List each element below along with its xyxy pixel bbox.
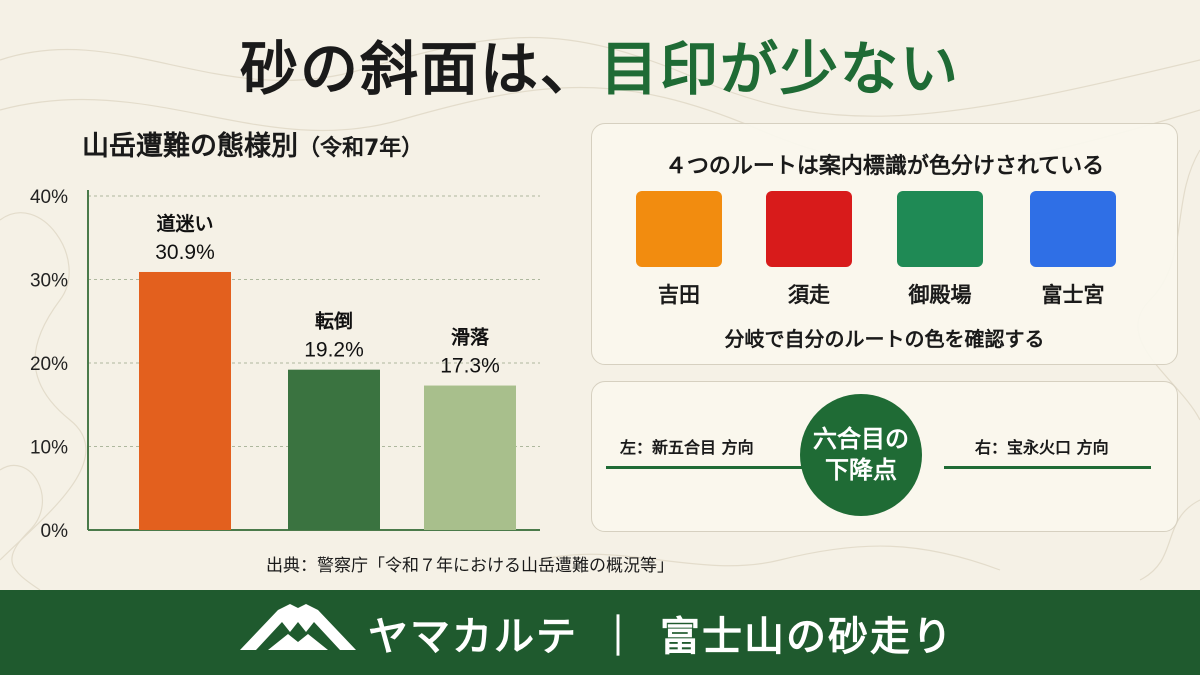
junction-panel: 左：新五合目 方向 六合目の 下降点 右：宝永火口 方向 — [591, 381, 1178, 532]
route-gotemba: 御殿場 — [897, 191, 983, 309]
bar-category-label: 道迷い — [156, 212, 213, 235]
route-yoshida-label: 吉田 — [658, 283, 700, 307]
chart-title-main: 山岳遭難の態様別 — [82, 131, 298, 162]
bar — [139, 271, 231, 530]
right-direction-line — [944, 466, 1151, 469]
brand-name: ヤマカルテ — [368, 614, 578, 660]
route-yoshida-swatch — [636, 191, 722, 267]
route-subashiri: 須走 — [766, 191, 852, 309]
descent-point-marker: 六合目の 下降点 — [800, 394, 922, 516]
y-tick-label: 10% — [30, 438, 68, 459]
routes-panel-title: ４つのルートは案内標識が色分けされている — [664, 154, 1105, 179]
left-direction-label: 左：新五合目 方向 — [620, 438, 754, 457]
bar-category-label: 滑落 — [451, 326, 490, 349]
chart-title: 山岳遭難の態様別（令和7年） — [82, 124, 423, 163]
route-fujinomiya-swatch — [1030, 191, 1116, 267]
bar-chart: 0% 10% 20% 30% 40% 道迷い 30.9% 転倒 19.2% 滑落 17.3% — [30, 187, 540, 540]
route-gotemba-swatch — [897, 191, 983, 267]
footer-subtitle: 富士山の砂走り — [660, 614, 954, 660]
y-tick-label: 40% — [30, 187, 68, 208]
chart-subtitle: （令和7年） — [298, 136, 424, 161]
routes-panel-note: 分岐で自分のルートの色を確認する — [724, 327, 1045, 351]
bar-value-label: 17.3% — [440, 355, 500, 378]
footer-bar: ヤマカルテ ｜ 富士山の砂走り — [0, 590, 1200, 675]
routes-panel: ４つのルートは案内標識が色分けされている 吉田 須走 御殿場 富士宮 分岐で自分… — [591, 123, 1178, 365]
source-caption: 出典：警察庁「令和７年における山岳遭難の概況等」 — [266, 556, 674, 576]
bar-value-label: 30.9% — [155, 241, 215, 264]
left-direction-line — [606, 466, 806, 469]
route-subashiri-label: 須走 — [788, 283, 830, 307]
route-fujinomiya: 富士宮 — [1030, 191, 1116, 309]
right-direction-label: 右：宝永火口 方向 — [975, 438, 1109, 457]
route-subashiri-swatch — [766, 191, 852, 267]
y-tick-label: 0% — [41, 521, 69, 540]
bar — [424, 385, 516, 530]
bar-category-label: 転倒 — [315, 310, 353, 333]
y-tick-label: 20% — [30, 354, 68, 375]
y-tick-label: 30% — [30, 271, 68, 292]
route-yoshida: 吉田 — [636, 191, 722, 309]
title-accent: 目印が少ない — [600, 35, 961, 103]
page-title: 砂の斜面は、目印が少ない — [0, 22, 1200, 106]
brand-separator: ｜ — [598, 614, 640, 660]
descent-point-line1: 六合目の — [813, 424, 909, 453]
mountain-logo-icon — [240, 604, 356, 650]
footer-brand: ヤマカルテ ｜ 富士山の砂走り — [368, 604, 954, 662]
bar — [288, 369, 380, 530]
title-main: 砂の斜面は、 — [239, 35, 600, 103]
bar-value-label: 19.2% — [304, 339, 364, 362]
descent-point-line2: 下降点 — [825, 456, 897, 484]
route-fujinomiya-label: 富士宮 — [1041, 283, 1105, 307]
route-gotemba-label: 御殿場 — [908, 283, 972, 307]
